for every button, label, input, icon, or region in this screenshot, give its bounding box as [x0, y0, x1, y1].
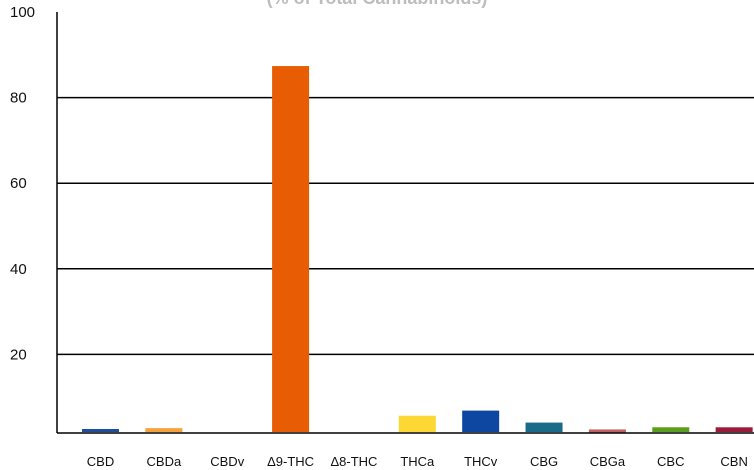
- x-tick-label: CBC: [657, 454, 684, 469]
- gridlines: [57, 96, 754, 356]
- y-tick-label: 20: [10, 346, 27, 363]
- bar-1: [145, 428, 183, 432]
- x-tick-label: Δ9-THC: [267, 454, 314, 469]
- chart-subtitle: (% of Total Cannabinoids): [267, 0, 488, 8]
- x-tick-label: CBD: [87, 454, 114, 469]
- bar-10: [715, 427, 753, 432]
- bar-0: [82, 429, 119, 433]
- x-tick-label: THCa: [400, 454, 435, 469]
- y-axis-ticks: 20 40 60 80 100: [10, 4, 35, 363]
- x-axis-ticks: CBD CBDa CBDv Δ9-THC Δ8-THC THCa THCv CBG CBGa CB…: [87, 454, 748, 469]
- y-tick-label: 60: [10, 175, 27, 192]
- y-tick-label: 100: [10, 4, 35, 21]
- y-tick-label: 40: [10, 261, 27, 278]
- x-tick-label: THCv: [464, 454, 498, 469]
- bar-7: [525, 422, 563, 432]
- bar-9: [652, 427, 690, 432]
- bars: [82, 66, 753, 433]
- x-tick-label: CBGa: [590, 454, 626, 469]
- x-tick-label: CBDa: [147, 454, 182, 469]
- x-tick-label: CBDv: [210, 454, 244, 469]
- bar-6: [462, 410, 500, 432]
- bar-3: [272, 66, 310, 432]
- y-tick-label: 80: [10, 90, 27, 107]
- bar-5: [398, 415, 436, 432]
- x-tick-label: CBG: [530, 454, 558, 469]
- bar-8: [588, 429, 626, 433]
- x-tick-label: CBN: [720, 454, 747, 469]
- x-tick-label: Δ8-THC: [330, 454, 377, 469]
